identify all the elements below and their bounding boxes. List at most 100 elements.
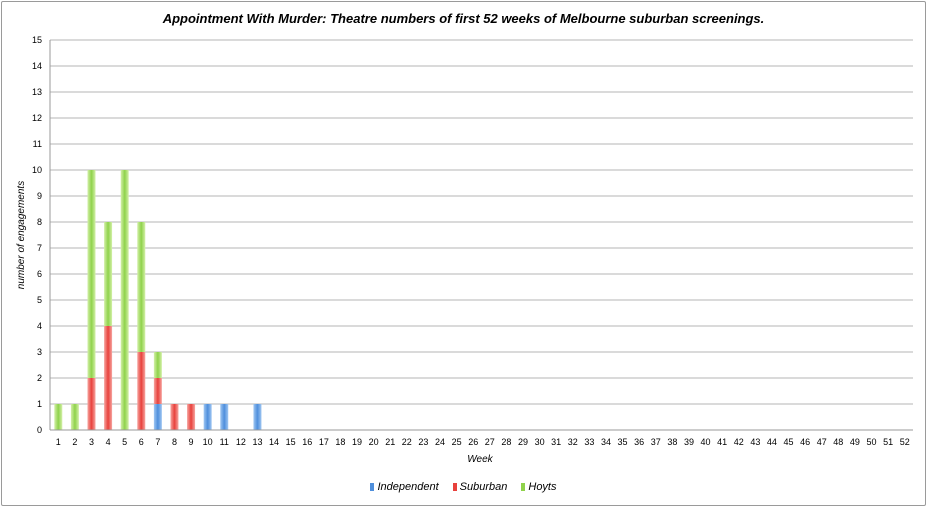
x-tick-label: 4 bbox=[106, 437, 111, 447]
bar-hoyts-week-3 bbox=[87, 170, 96, 378]
legend-label: Hoyts bbox=[528, 481, 557, 493]
y-tick-label: 0 bbox=[37, 425, 42, 435]
x-tick-label: 13 bbox=[252, 437, 262, 447]
bar-hoyts-week-6 bbox=[137, 222, 146, 352]
bar-suburban-week-8 bbox=[170, 404, 179, 430]
x-tick-label: 12 bbox=[236, 437, 246, 447]
legend-swatch bbox=[521, 483, 526, 491]
bar-suburban-week-4 bbox=[104, 326, 113, 430]
x-tick-label: 47 bbox=[817, 437, 827, 447]
x-tick-label: 25 bbox=[452, 437, 462, 447]
x-tick-label: 6 bbox=[139, 437, 144, 447]
x-tick-label: 26 bbox=[468, 437, 478, 447]
x-tick-label: 24 bbox=[435, 437, 445, 447]
y-tick-label: 3 bbox=[37, 347, 42, 357]
x-tick-label: 23 bbox=[418, 437, 428, 447]
bar-suburban-week-6 bbox=[137, 352, 146, 430]
bar-hoyts-week-2 bbox=[70, 404, 79, 430]
x-tick-label: 38 bbox=[667, 437, 677, 447]
x-tick-label: 16 bbox=[302, 437, 312, 447]
y-tick-label: 12 bbox=[32, 113, 42, 123]
x-tick-label: 34 bbox=[601, 437, 611, 447]
bar-suburban-week-9 bbox=[187, 404, 196, 430]
legend-swatch bbox=[370, 483, 375, 491]
x-tick-label: 32 bbox=[568, 437, 578, 447]
x-tick-label: 10 bbox=[203, 437, 213, 447]
legend-label: Independent bbox=[377, 481, 439, 493]
y-tick-label: 5 bbox=[37, 295, 42, 305]
x-tick-label: 37 bbox=[651, 437, 661, 447]
chart-title: Appointment With Murder: Theatre numbers… bbox=[162, 11, 765, 26]
x-tick-label: 20 bbox=[369, 437, 379, 447]
x-tick-label: 5 bbox=[122, 437, 127, 447]
y-tick-label: 14 bbox=[32, 61, 42, 71]
bar-hoyts-week-1 bbox=[54, 404, 63, 430]
y-tick-label: 10 bbox=[32, 165, 42, 175]
legend: Independent Suburban Hoyts bbox=[0, 481, 927, 493]
x-tick-label: 9 bbox=[189, 437, 194, 447]
y-tick-label: 13 bbox=[32, 87, 42, 97]
x-tick-label: 22 bbox=[402, 437, 412, 447]
y-tick-label: 1 bbox=[37, 399, 42, 409]
x-tick-label: 35 bbox=[618, 437, 628, 447]
x-tick-label: 49 bbox=[850, 437, 860, 447]
bar-independent-week-10 bbox=[203, 404, 212, 430]
x-tick-label: 50 bbox=[867, 437, 877, 447]
x-tick-label: 44 bbox=[767, 437, 777, 447]
y-tick-label: 2 bbox=[37, 373, 42, 383]
x-tick-label: 45 bbox=[784, 437, 794, 447]
x-tick-label: 39 bbox=[684, 437, 694, 447]
x-tick-label: 48 bbox=[833, 437, 843, 447]
bar-suburban-week-7 bbox=[153, 378, 162, 404]
x-tick-label: 51 bbox=[883, 437, 893, 447]
x-tick-label: 28 bbox=[501, 437, 511, 447]
bar-hoyts-week-7 bbox=[153, 352, 162, 378]
y-tick-label: 4 bbox=[37, 321, 42, 331]
gridlines bbox=[50, 39, 913, 431]
x-tick-label: 43 bbox=[750, 437, 760, 447]
x-tick-label: 36 bbox=[634, 437, 644, 447]
bars bbox=[54, 170, 262, 430]
y-tick-label: 15 bbox=[32, 35, 42, 45]
x-tick-label: 8 bbox=[172, 437, 177, 447]
x-tick-label: 29 bbox=[518, 437, 528, 447]
bar-independent-week-11 bbox=[220, 404, 229, 430]
x-tick-label: 42 bbox=[734, 437, 744, 447]
x-tick-label: 18 bbox=[335, 437, 345, 447]
x-tick-label: 21 bbox=[385, 437, 395, 447]
y-tick-label: 9 bbox=[37, 191, 42, 201]
legend-item-suburban: Suburban bbox=[452, 481, 508, 493]
x-tick-label: 52 bbox=[900, 437, 910, 447]
x-tick-label: 17 bbox=[319, 437, 329, 447]
y-axis-title: number of engagements bbox=[16, 181, 27, 289]
y-tick-label: 11 bbox=[33, 139, 42, 149]
x-tick-label: 2 bbox=[72, 437, 77, 447]
legend-label: Suburban bbox=[459, 481, 508, 493]
x-tick-label: 27 bbox=[485, 437, 495, 447]
bar-hoyts-week-4 bbox=[104, 222, 113, 326]
y-tick-label: 7 bbox=[37, 243, 42, 253]
bar-suburban-week-3 bbox=[87, 378, 96, 430]
legend-swatch bbox=[452, 483, 457, 491]
x-tick-label: 40 bbox=[701, 437, 711, 447]
x-tick-label: 14 bbox=[269, 437, 279, 447]
x-tick-label: 11 bbox=[220, 437, 229, 447]
y-tick-label: 8 bbox=[37, 217, 42, 227]
bar-independent-week-7 bbox=[153, 404, 162, 430]
legend-item-hoyts: Hoyts bbox=[521, 481, 557, 493]
x-tick-label: 46 bbox=[800, 437, 810, 447]
x-tick-label: 1 bbox=[56, 437, 61, 447]
x-tick-label: 19 bbox=[352, 437, 362, 447]
x-tick-label: 30 bbox=[535, 437, 545, 447]
x-tick-label: 15 bbox=[286, 437, 296, 447]
x-tick-label: 33 bbox=[584, 437, 594, 447]
bar-independent-week-13 bbox=[253, 404, 262, 430]
x-tick-label: 7 bbox=[155, 437, 160, 447]
bar-hoyts-week-5 bbox=[120, 170, 129, 430]
x-tick-label: 3 bbox=[89, 437, 94, 447]
x-tick-label: 41 bbox=[717, 437, 727, 447]
y-tick-label: 6 bbox=[37, 269, 42, 279]
legend-item-independent: Independent bbox=[370, 481, 439, 493]
